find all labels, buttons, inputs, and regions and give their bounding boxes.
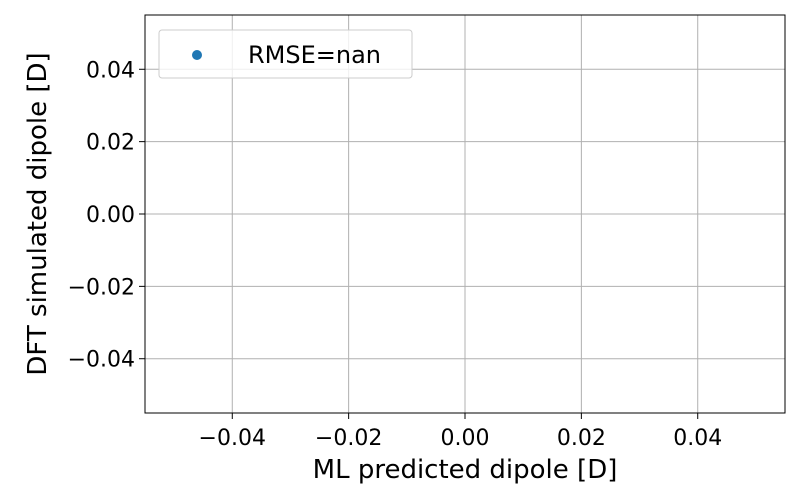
x-axis-label: ML predicted dipole [D] bbox=[313, 455, 618, 485]
x-tick-label: 0.02 bbox=[557, 426, 606, 451]
legend: RMSE=nan bbox=[158, 29, 413, 79]
y-tick-label: −0.02 bbox=[68, 275, 135, 300]
legend-entry-label: RMSE=nan bbox=[248, 41, 381, 69]
y-tick-label: −0.04 bbox=[68, 348, 135, 373]
x-tick-label: −0.04 bbox=[199, 426, 266, 451]
grid bbox=[145, 15, 785, 413]
legend-marker-icon bbox=[192, 50, 202, 60]
x-axis: −0.04 −0.02 0.00 0.02 0.04 bbox=[199, 413, 722, 451]
x-tick-label: −0.02 bbox=[315, 426, 382, 451]
y-tick-label: 0.02 bbox=[86, 131, 135, 156]
y-axis-label: DFT simulated dipole [D] bbox=[23, 52, 53, 375]
y-tick-label: 0.00 bbox=[86, 203, 135, 228]
y-tick-label: 0.04 bbox=[86, 58, 135, 83]
x-tick-label: 0.04 bbox=[673, 426, 722, 451]
legend-box bbox=[158, 29, 413, 79]
y-axis: −0.04 −0.02 0.00 0.02 0.04 bbox=[68, 58, 145, 373]
x-tick-label: 0.00 bbox=[441, 426, 490, 451]
